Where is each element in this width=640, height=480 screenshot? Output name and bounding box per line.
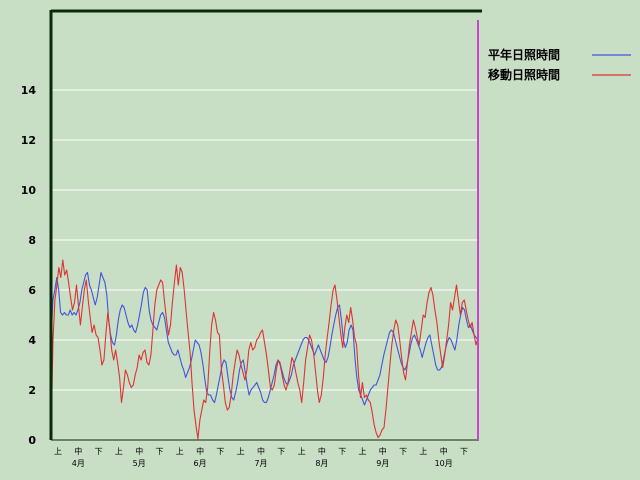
x-tick-label: 中 bbox=[257, 446, 265, 456]
x-month-label: 9月 bbox=[376, 459, 389, 468]
series-line-normal bbox=[50, 271, 479, 406]
x-tick-label: 下 bbox=[277, 447, 285, 456]
x-tick-label: 上 bbox=[54, 447, 62, 456]
x-tick-label: 上 bbox=[419, 447, 427, 456]
x-tick-label: 上 bbox=[237, 447, 245, 456]
y-tick-label: 10 bbox=[21, 184, 37, 197]
x-month-label: 4月 bbox=[72, 459, 85, 468]
x-tick-label: 中 bbox=[135, 446, 143, 456]
x-month-label: 7月 bbox=[254, 459, 267, 468]
series-line-moving bbox=[50, 259, 479, 440]
y-tick-label: 12 bbox=[21, 134, 36, 147]
x-tick-label: 上 bbox=[115, 447, 123, 456]
y-tick-label: 14 bbox=[21, 84, 37, 97]
x-tick-label: 中 bbox=[318, 446, 326, 456]
y-tick-label: 0 bbox=[28, 434, 36, 447]
x-tick-label: 下 bbox=[156, 447, 164, 456]
x-tick-label: 下 bbox=[399, 447, 407, 456]
x-tick-label: 中 bbox=[196, 446, 204, 456]
x-tick-label: 上 bbox=[176, 447, 184, 456]
legend-label-normal: 平年日照時間 bbox=[488, 47, 560, 62]
x-month-label: 6月 bbox=[194, 459, 207, 468]
y-tick-label: 6 bbox=[28, 284, 36, 297]
x-axis-ticks: 上 中 下 上 中 下 上 中 下 上 中 下 上 中 下 上 中 下 上 中 下 4月 5月 6月 7月 8月 9月 10月 bbox=[54, 446, 468, 468]
x-tick-label: 上 bbox=[298, 447, 306, 456]
x-tick-label: 下 bbox=[216, 447, 224, 456]
legend: 平年日照時間 移動日照時間 bbox=[488, 47, 631, 82]
y-axis-ticks: 0 2 4 6 8 10 12 14 bbox=[21, 84, 37, 447]
x-month-label: 10月 bbox=[435, 459, 453, 468]
x-tick-label: 中 bbox=[379, 446, 387, 456]
x-tick-label: 上 bbox=[359, 447, 367, 456]
x-tick-label: 中 bbox=[440, 446, 448, 456]
x-tick-label: 下 bbox=[460, 447, 468, 456]
x-tick-label: 中 bbox=[74, 446, 82, 456]
legend-label-moving: 移動日照時間 bbox=[488, 67, 560, 82]
y-tick-label: 8 bbox=[28, 234, 36, 247]
x-tick-label: 下 bbox=[338, 447, 346, 456]
y-tick-label: 2 bbox=[28, 384, 36, 397]
series-lines bbox=[50, 259, 479, 440]
y-tick-label: 4 bbox=[28, 334, 36, 347]
x-tick-label: 下 bbox=[95, 447, 103, 456]
x-month-label: 8月 bbox=[315, 459, 328, 468]
x-month-label: 5月 bbox=[133, 459, 146, 468]
gridlines bbox=[51, 89, 478, 391]
